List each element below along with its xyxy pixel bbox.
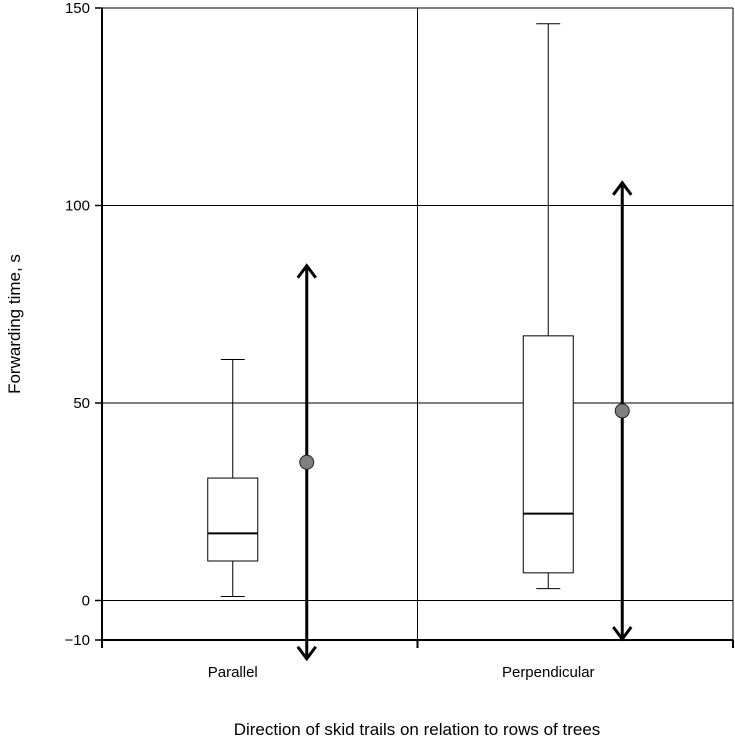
up-arrowhead bbox=[612, 180, 633, 196]
y-axis-ticks: −10 0 50 100 150 bbox=[65, 0, 102, 649]
interquartile-box bbox=[522, 335, 574, 574]
axes bbox=[101, 8, 734, 648]
mean-range-series bbox=[296, 180, 633, 662]
y-tick-label: 0 bbox=[82, 593, 90, 610]
y-axis-title: Forwarding time, s bbox=[5, 254, 24, 394]
mean-point bbox=[299, 454, 315, 470]
up-arrowhead bbox=[296, 263, 317, 279]
down-arrowhead bbox=[296, 645, 317, 662]
y-tick-label: −10 bbox=[65, 632, 90, 649]
mean-range bbox=[296, 263, 317, 662]
y-tick-label: 50 bbox=[73, 395, 90, 412]
mean-range bbox=[612, 180, 633, 642]
down-arrowhead bbox=[612, 626, 633, 642]
x-axis-category-labels: Parallel Perpendicular bbox=[208, 664, 595, 681]
mean-point bbox=[614, 403, 630, 419]
box-series bbox=[207, 23, 574, 598]
box-plot bbox=[522, 23, 574, 590]
x-category-label: Parallel bbox=[208, 664, 258, 681]
box-plot bbox=[207, 359, 259, 598]
grid-lines bbox=[102, 7, 734, 640]
y-tick-label: 100 bbox=[65, 198, 90, 215]
interquartile-box bbox=[207, 477, 259, 562]
x-axis-title: Direction of skid trails on relation to … bbox=[234, 720, 601, 739]
y-tick-label: 150 bbox=[65, 0, 90, 17]
x-category-label: Perpendicular bbox=[502, 664, 595, 681]
